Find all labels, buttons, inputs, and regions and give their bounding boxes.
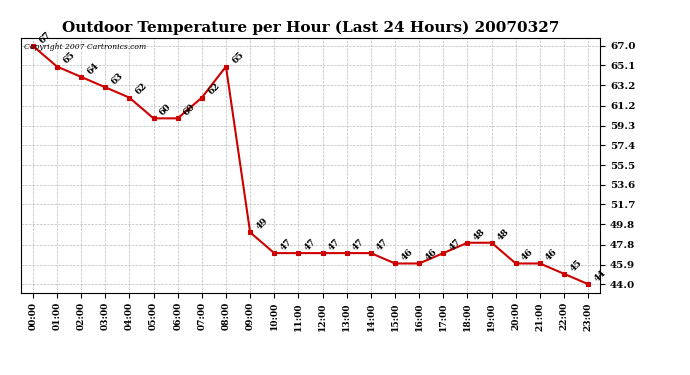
Text: 64: 64 [86, 61, 101, 76]
Text: 47: 47 [351, 237, 366, 252]
Text: 65: 65 [230, 51, 246, 66]
Text: 45: 45 [569, 258, 584, 273]
Text: 46: 46 [400, 248, 415, 263]
Text: 67: 67 [37, 30, 52, 45]
Text: 63: 63 [110, 71, 125, 87]
Text: 48: 48 [472, 226, 487, 242]
Text: 65: 65 [61, 51, 77, 66]
Text: 44: 44 [593, 268, 608, 284]
Text: 60: 60 [158, 102, 173, 118]
Title: Outdoor Temperature per Hour (Last 24 Hours) 20070327: Outdoor Temperature per Hour (Last 24 Ho… [62, 21, 559, 35]
Text: 62: 62 [206, 81, 221, 97]
Text: 46: 46 [544, 248, 560, 263]
Text: 46: 46 [424, 248, 439, 263]
Text: 46: 46 [520, 248, 535, 263]
Text: 47: 47 [327, 237, 342, 252]
Text: Copyright 2007 Cartronics.com: Copyright 2007 Cartronics.com [23, 43, 146, 51]
Text: 47: 47 [375, 237, 391, 252]
Text: 48: 48 [496, 226, 511, 242]
Text: 49: 49 [255, 216, 270, 232]
Text: 62: 62 [134, 81, 149, 97]
Text: 47: 47 [448, 237, 463, 252]
Text: 60: 60 [182, 102, 197, 118]
Text: 47: 47 [279, 237, 294, 252]
Text: 47: 47 [303, 237, 318, 252]
